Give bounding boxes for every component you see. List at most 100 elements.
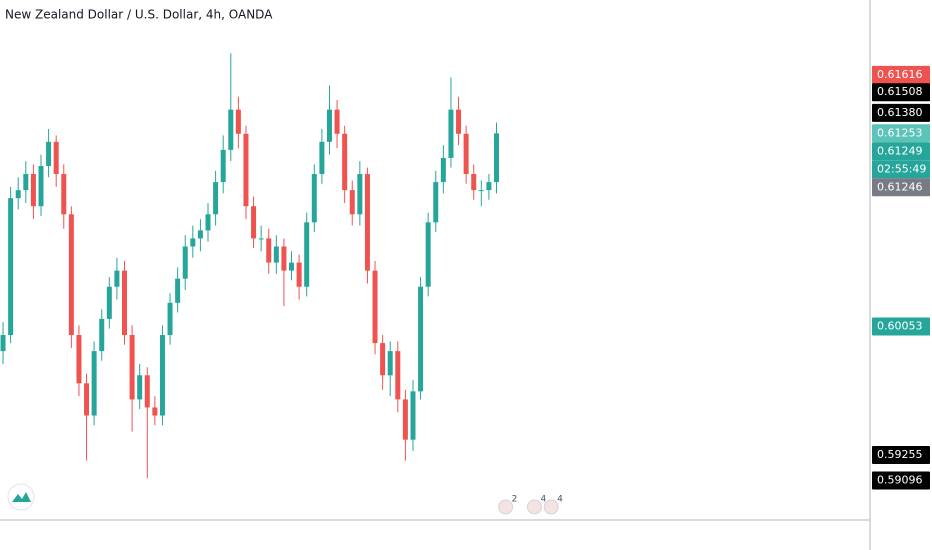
price-tag-label: 0.60053: [877, 319, 923, 332]
candle-body: [387, 351, 393, 376]
candle: [30, 164, 36, 220]
candle: [463, 125, 469, 184]
candle: [8, 186, 14, 344]
event-count: 4: [557, 495, 563, 505]
candle-body: [152, 407, 158, 416]
candle: [53, 135, 59, 187]
candle-body: [137, 375, 143, 400]
candle-body: [53, 141, 59, 175]
price-tag-label: 0.61380: [877, 106, 923, 119]
event-count: 4: [540, 495, 546, 505]
price-tag: [872, 445, 930, 464]
candle: [418, 277, 424, 400]
candle-body: [106, 286, 112, 319]
price-tag-label: 0.59255: [877, 448, 923, 461]
candle: [91, 341, 97, 426]
price-tag: [872, 317, 930, 336]
event-count: 2: [512, 495, 518, 505]
candle: [220, 135, 226, 194]
candle-body: [99, 318, 105, 352]
candle: [15, 177, 21, 210]
candle: [364, 167, 370, 284]
event[interactable]: 2: [498, 495, 518, 515]
candle-body: [289, 262, 295, 271]
candle: [395, 341, 401, 413]
candle-body: [167, 302, 173, 336]
candle: [38, 154, 44, 216]
candle-body: [372, 270, 378, 344]
candle: [99, 309, 105, 361]
chart-title: New Zealand Dollar / U.S. Dollar, 4h, OA…: [5, 8, 273, 22]
price-tags: 0.61616 0.61508 0.61380 0.59255 0.59096 0.612…: [872, 65, 930, 490]
candle-body: [319, 141, 325, 175]
candle: [122, 260, 128, 345]
price-tag: [872, 65, 930, 84]
candle: [235, 96, 241, 149]
candle-body: [334, 109, 340, 134]
candle: [137, 364, 143, 410]
candle-body: [493, 133, 499, 183]
candle: [357, 161, 363, 226]
candle-body: [175, 278, 181, 303]
candle: [296, 254, 302, 300]
candle-body: [8, 198, 14, 336]
candle-body: [471, 174, 477, 191]
event-icon[interactable]: [498, 499, 514, 515]
candle: [144, 367, 150, 479]
candle-body: [357, 174, 363, 215]
candle-body: [433, 182, 439, 223]
candle: [486, 174, 492, 200]
candle-body: [15, 190, 21, 199]
candle-body: [213, 182, 219, 215]
candle-body: [463, 133, 469, 175]
price-tag: [872, 142, 930, 161]
logo-circle[interactable]: [7, 483, 35, 511]
candle-body: [84, 383, 90, 416]
candle-body: [402, 399, 408, 440]
candle: [76, 325, 82, 397]
candle-body: [23, 174, 29, 191]
event-icon[interactable]: [543, 499, 559, 515]
candle-body: [273, 246, 279, 263]
price-tag: [872, 471, 930, 490]
candle: [433, 170, 439, 232]
event[interactable]: 4: [526, 495, 546, 515]
candle-body: [311, 174, 317, 223]
title-backdrop: [0, 0, 300, 28]
candle: [289, 251, 295, 281]
candle: [258, 225, 264, 252]
candle: [319, 128, 325, 184]
candle-body: [364, 174, 370, 271]
candle-body: [159, 335, 165, 416]
candle: [281, 238, 287, 307]
candle: [410, 380, 416, 451]
candle: [387, 341, 393, 397]
price-tag-label: 0.61249: [877, 144, 923, 157]
candle: [23, 161, 29, 204]
candle-body: [243, 133, 249, 207]
candle: [0, 322, 6, 364]
candle-body: [228, 109, 234, 150]
candle: [448, 77, 454, 168]
candle-body: [296, 262, 302, 287]
event[interactable]: 4: [543, 495, 563, 515]
candle: [190, 225, 196, 258]
candle-body: [197, 230, 203, 239]
price-tag-label: 0.61253: [877, 126, 923, 139]
candle: [311, 164, 317, 232]
candle: [380, 335, 386, 390]
candle-body: [486, 182, 492, 191]
price-tag: [872, 124, 930, 143]
countdown-tag: [872, 160, 930, 179]
candle-body: [122, 270, 128, 336]
logo[interactable]: [7, 483, 35, 511]
candle-body: [235, 109, 241, 134]
candle-body: [251, 206, 257, 239]
candle-body: [205, 214, 211, 231]
event-icon[interactable]: [526, 499, 542, 515]
candle: [266, 228, 272, 274]
candle-body: [281, 246, 287, 271]
price-tag-label: 0.61616: [877, 68, 923, 81]
candle-body: [326, 109, 332, 142]
logo-icon[interactable]: [12, 492, 31, 502]
